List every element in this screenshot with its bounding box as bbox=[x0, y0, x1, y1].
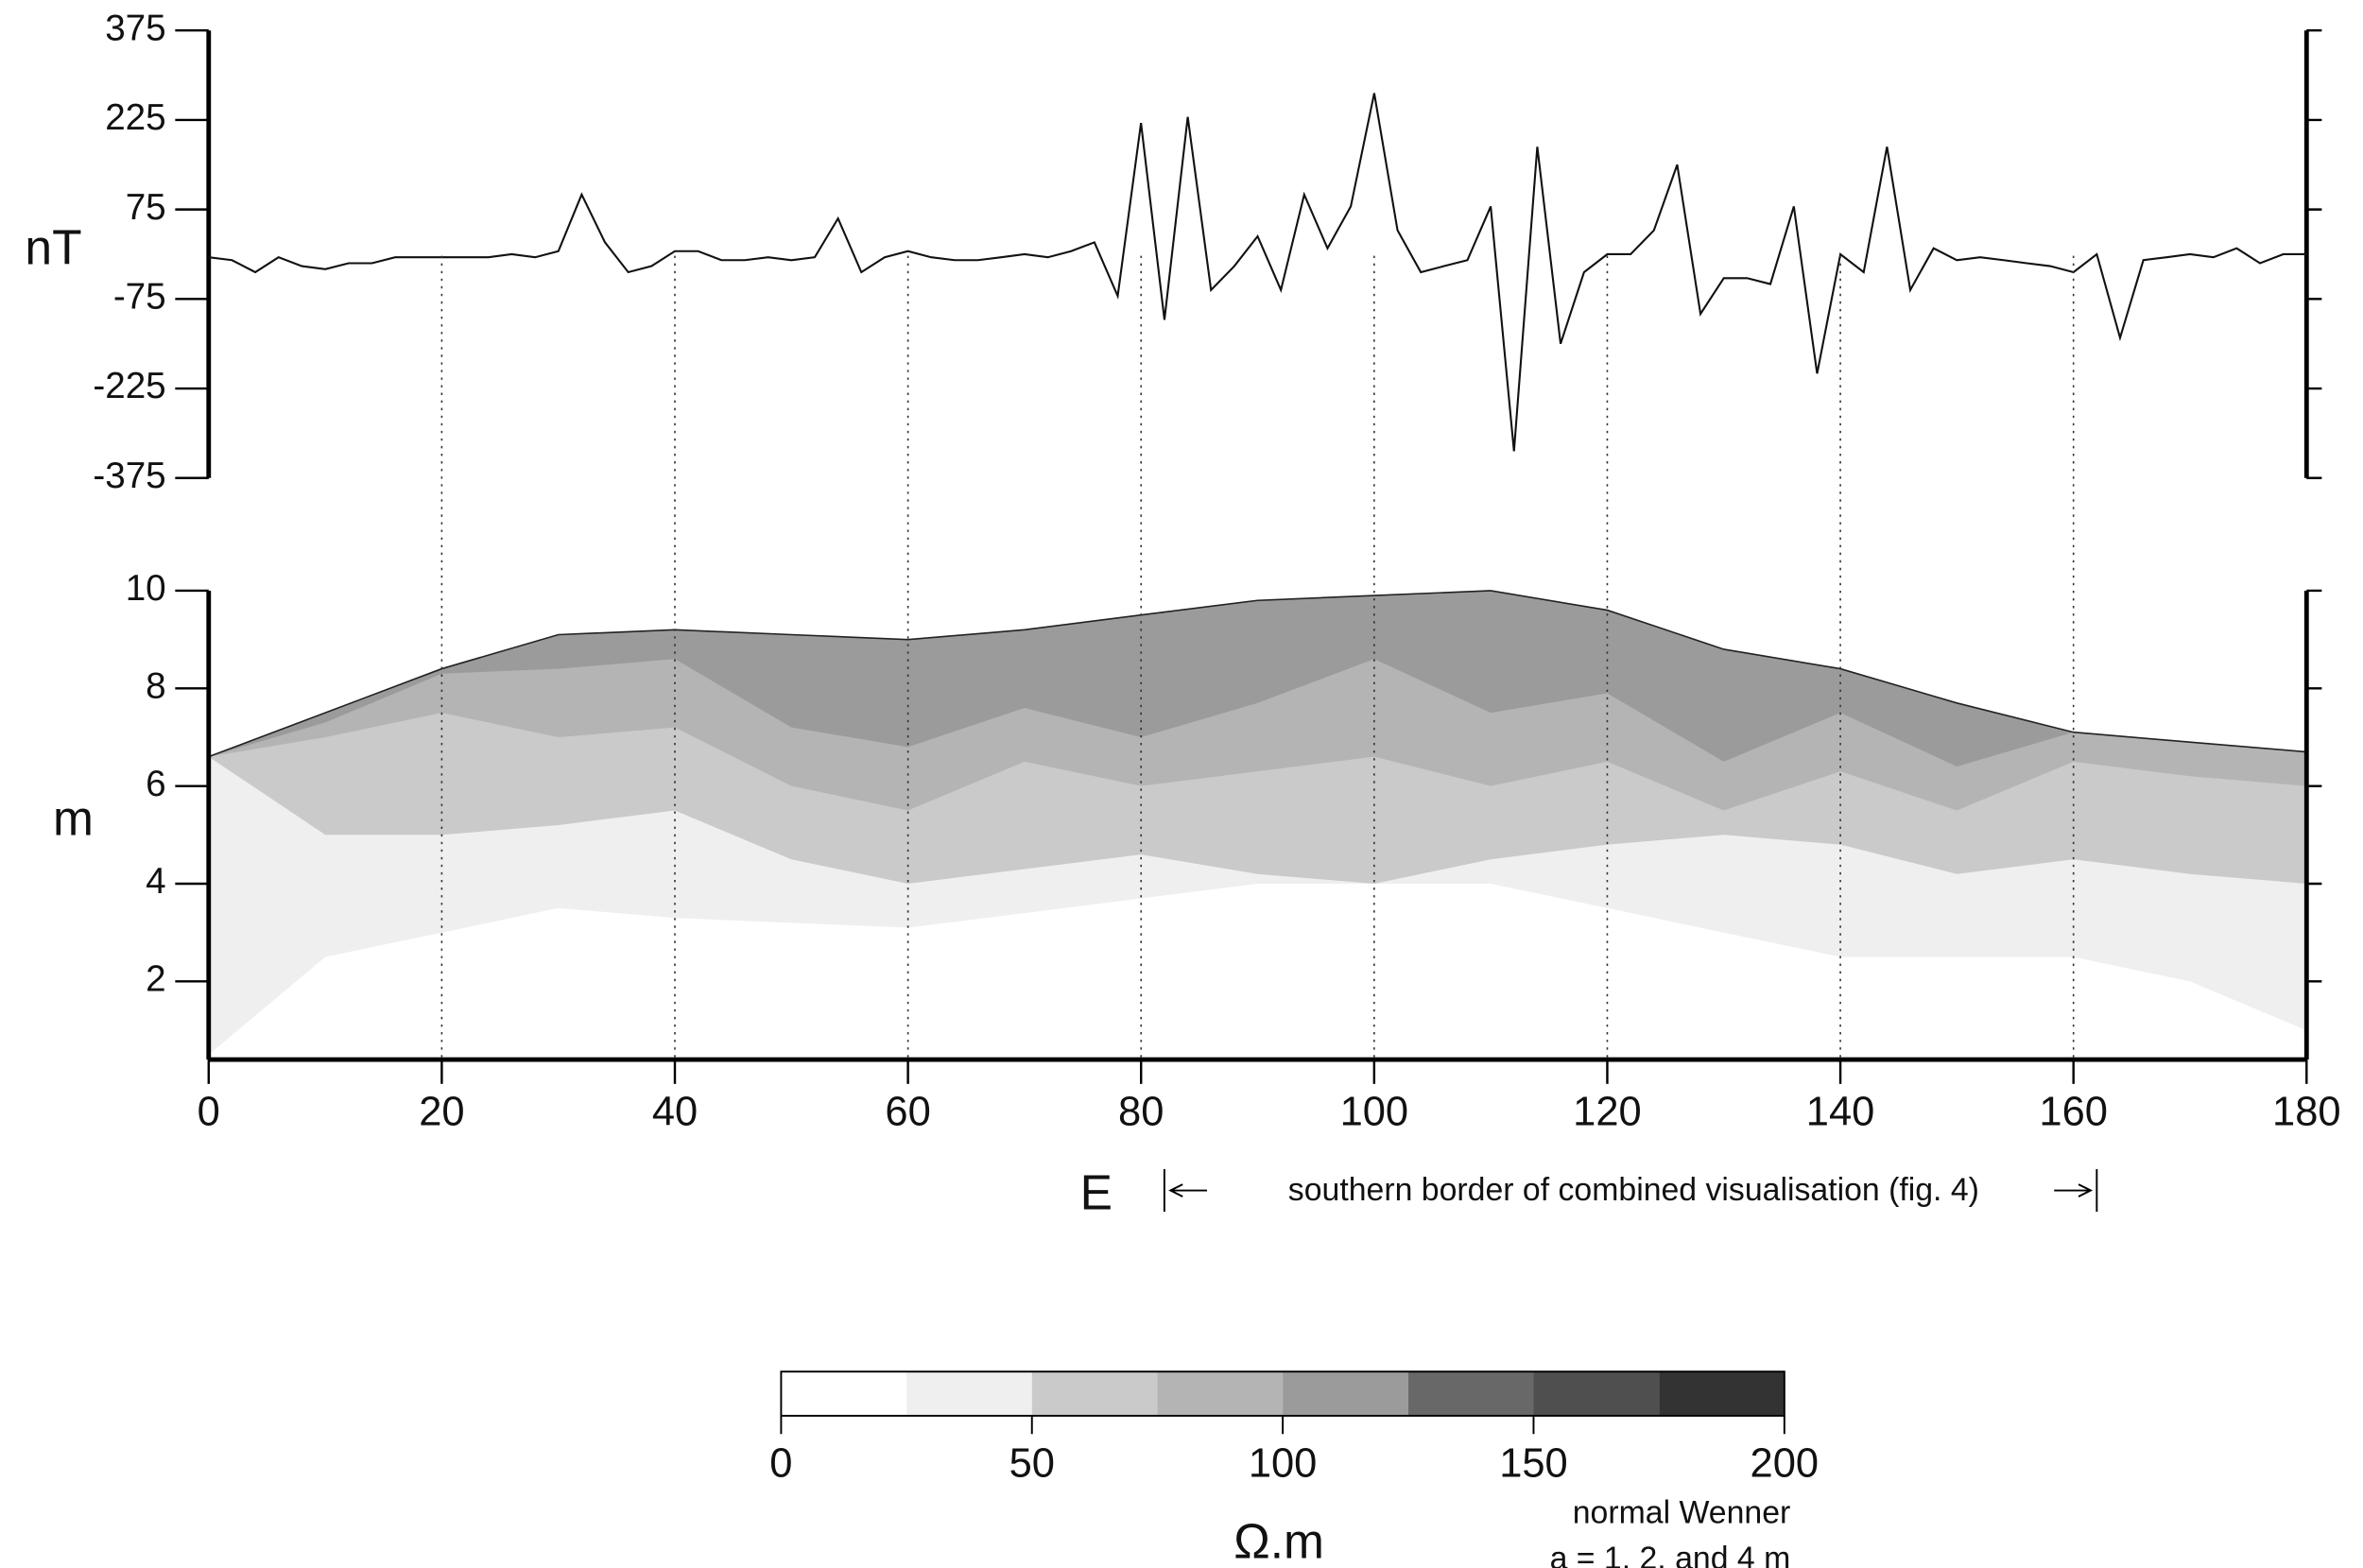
y-tick-label: -375 bbox=[93, 456, 165, 496]
x-tick-label: 140 bbox=[1806, 1090, 1875, 1135]
colorbar-bin bbox=[1407, 1371, 1534, 1416]
y-axis-label: m bbox=[53, 790, 94, 845]
x-tick-label: 40 bbox=[652, 1090, 698, 1135]
x-tick-label: 180 bbox=[2272, 1090, 2341, 1135]
colorbar-tick-label: 50 bbox=[1009, 1441, 1055, 1487]
data-line bbox=[208, 93, 2307, 452]
note: normal Wenner bbox=[1573, 1495, 1791, 1531]
note: a = 1, 2, and 4 m bbox=[1550, 1541, 1791, 1568]
y-tick-label: -225 bbox=[93, 366, 165, 406]
direction-label: E bbox=[1080, 1165, 1113, 1220]
arrow bbox=[2054, 1183, 2094, 1198]
colorbar-tick-label: 100 bbox=[1249, 1441, 1318, 1487]
y-tick-label: -75 bbox=[113, 277, 166, 318]
y-tick-label: 6 bbox=[146, 764, 166, 804]
y-tick-label: 225 bbox=[105, 97, 165, 138]
colorbar-tick-label: 200 bbox=[1751, 1441, 1820, 1487]
y-tick-label: 8 bbox=[146, 665, 166, 706]
colorbar-bin bbox=[1031, 1371, 1158, 1416]
annotation: southern border of combined visualisatio… bbox=[1288, 1172, 1979, 1208]
colorbar-bin bbox=[1533, 1371, 1660, 1416]
x-tick-label: 100 bbox=[1340, 1090, 1409, 1135]
colorbar-tick-label: 0 bbox=[769, 1441, 792, 1487]
surface-line bbox=[208, 590, 2307, 758]
colorbar-bin bbox=[1157, 1371, 1284, 1416]
y-axis-label: nT bbox=[25, 219, 81, 274]
y-tick-label: 375 bbox=[105, 8, 165, 48]
x-tick-label: 60 bbox=[885, 1090, 930, 1135]
y-tick-label: 10 bbox=[126, 568, 166, 609]
colorbar-bin bbox=[781, 1371, 907, 1416]
colorbar-tick-label: 150 bbox=[1499, 1441, 1568, 1487]
x-tick-label: 20 bbox=[419, 1090, 464, 1135]
y-tick-label: 4 bbox=[146, 861, 166, 902]
x-tick-label: 0 bbox=[198, 1090, 220, 1135]
x-tick-label: 120 bbox=[1573, 1090, 1642, 1135]
colorbar-bin bbox=[1659, 1371, 1785, 1416]
colorbar-label: Ω.m bbox=[1233, 1513, 1324, 1568]
y-tick-label: 75 bbox=[126, 187, 166, 228]
resistivity-band bbox=[208, 883, 2307, 1060]
colorbar-bin bbox=[906, 1371, 1032, 1416]
y-tick-label: 2 bbox=[146, 959, 166, 1000]
x-tick-label: 160 bbox=[2039, 1090, 2108, 1135]
arrow bbox=[1168, 1183, 1207, 1198]
x-tick-label: 80 bbox=[1118, 1090, 1164, 1135]
colorbar-bin bbox=[1283, 1371, 1408, 1416]
